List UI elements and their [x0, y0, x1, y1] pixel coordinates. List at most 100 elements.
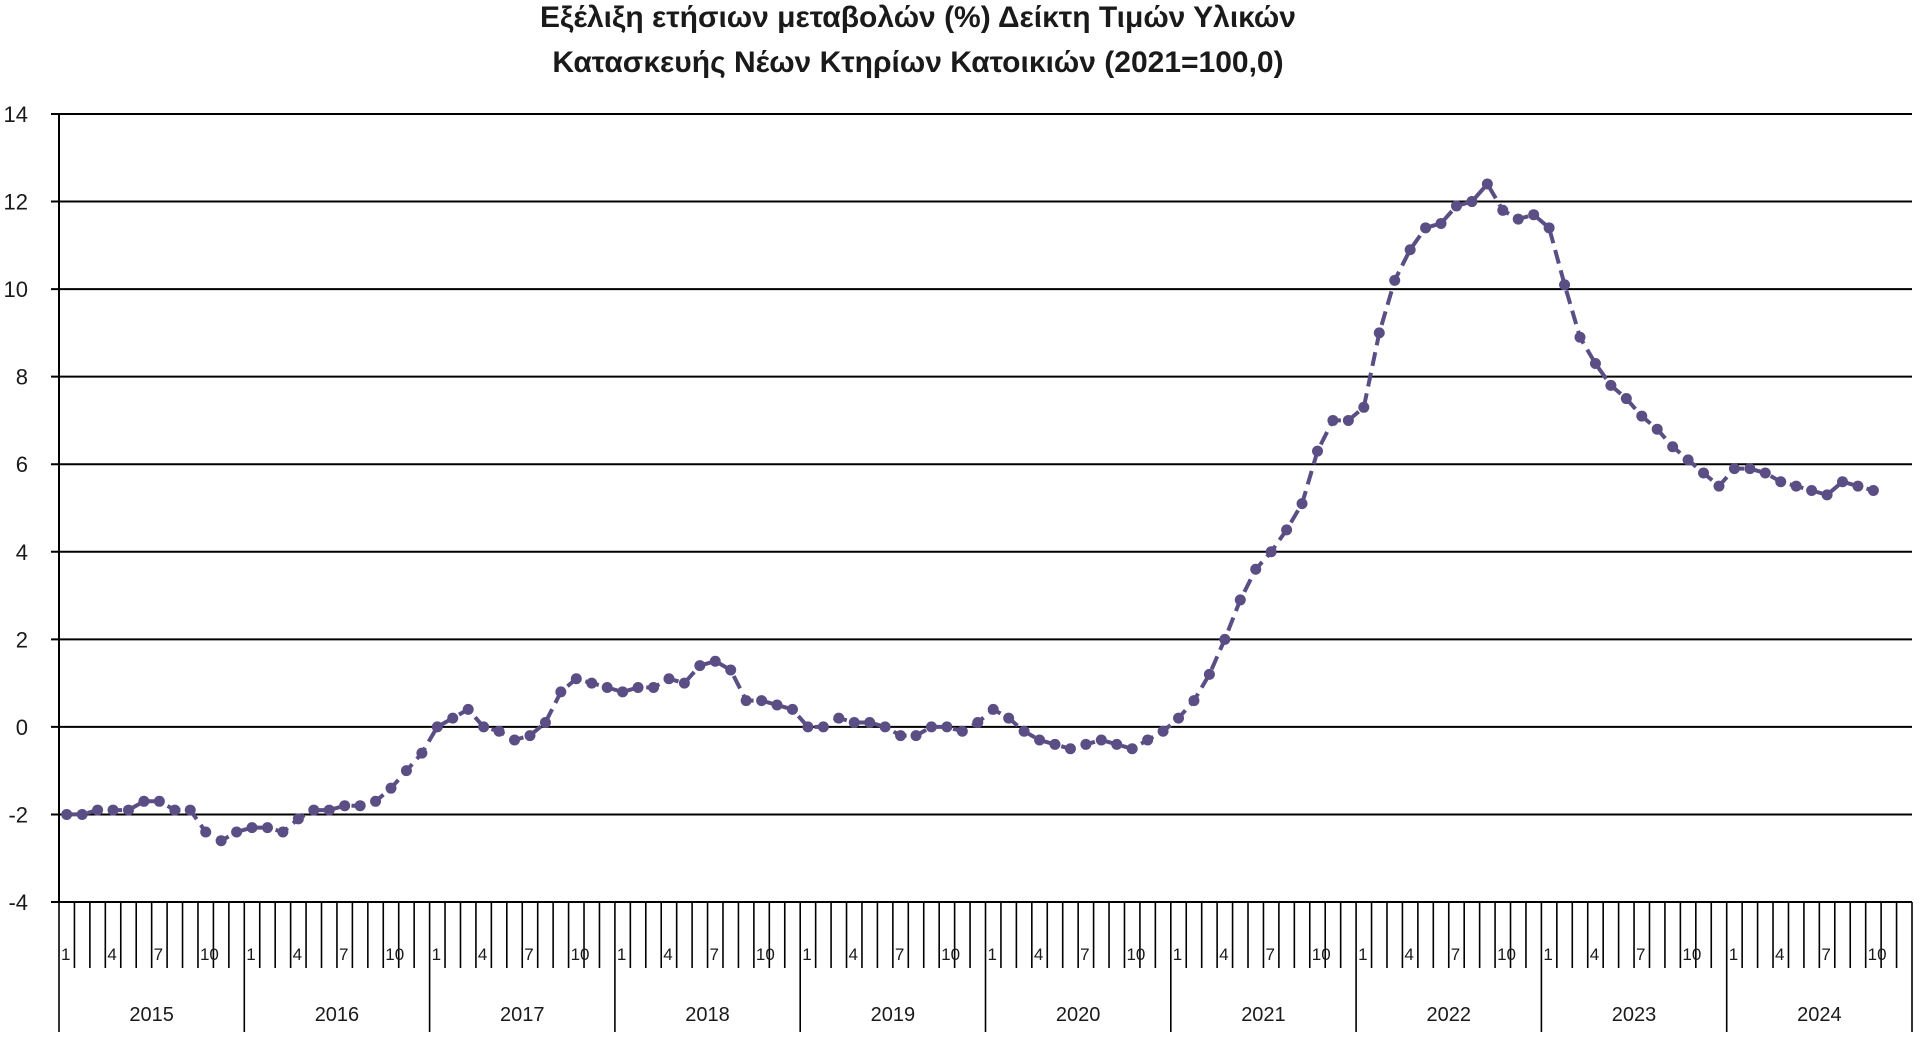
y-tick-label-4: 4 [16, 540, 28, 565]
month-label-2021-10: 10 [1312, 945, 1331, 964]
data-point [1543, 222, 1555, 234]
month-label-2018-4: 4 [663, 945, 672, 964]
data-point [478, 721, 490, 733]
data-point [153, 795, 165, 807]
data-point [1667, 441, 1679, 453]
data-point [1559, 279, 1571, 291]
data-point [1759, 467, 1771, 479]
month-label-2023-1: 1 [1543, 945, 1552, 964]
year-label-2017: 2017 [500, 1004, 545, 1026]
month-label-2024-1: 1 [1729, 945, 1738, 964]
year-label-2022: 2022 [1427, 1004, 1472, 1026]
month-label-2017-4: 4 [478, 945, 487, 964]
month-label-2015-1: 1 [61, 945, 70, 964]
month-label-2020-7: 7 [1080, 945, 1089, 964]
data-point [756, 695, 768, 707]
month-label-2015-4: 4 [107, 945, 116, 964]
data-point [493, 725, 505, 737]
year-label-2019: 2019 [871, 1004, 916, 1026]
data-point [1250, 563, 1262, 575]
data-point [385, 782, 397, 794]
month-label-2016-4: 4 [293, 945, 302, 964]
month-label-2019-7: 7 [895, 945, 904, 964]
data-point [1389, 274, 1401, 286]
data-point [941, 721, 953, 733]
month-label-2021-7: 7 [1265, 945, 1274, 964]
month-label-2022-1: 1 [1358, 945, 1367, 964]
data-point [972, 717, 984, 729]
data-point [1080, 738, 1092, 750]
y-tick-label-10: 10 [4, 277, 28, 302]
data-point [586, 677, 598, 689]
data-point [1636, 410, 1648, 422]
month-label-2018-7: 7 [710, 945, 719, 964]
data-point [231, 826, 243, 838]
data-point [879, 721, 891, 733]
data-point [802, 721, 814, 733]
data-point [1713, 480, 1725, 492]
data-point [1867, 484, 1879, 496]
data-point [678, 677, 690, 689]
data-point [261, 822, 273, 834]
data-point [1450, 200, 1462, 212]
data-point [1296, 498, 1308, 510]
y-tick-label-14: 14 [4, 102, 28, 127]
data-point [1003, 712, 1015, 724]
chart-title-line-2: Κατασκευής Νέων Κτηρίων Κατοικιών (2021=… [552, 46, 1283, 79]
data-point [632, 681, 644, 693]
data-point [370, 795, 382, 807]
data-point [1698, 467, 1710, 479]
data-point [1790, 480, 1802, 492]
month-label-2017-10: 10 [571, 945, 590, 964]
month-label-2024-10: 10 [1868, 945, 1887, 964]
data-point [169, 804, 181, 816]
data-point [725, 664, 737, 676]
month-label-2021-1: 1 [1173, 945, 1182, 964]
data-point [1281, 524, 1293, 536]
y-tick-label-2: 2 [16, 627, 28, 652]
data-point [1265, 546, 1277, 558]
data-point [509, 734, 521, 746]
data-point [1682, 454, 1694, 466]
data-point [1651, 423, 1663, 435]
data-point [1605, 379, 1617, 391]
data-point [1744, 463, 1756, 475]
month-label-2022-10: 10 [1497, 945, 1516, 964]
data-point [61, 808, 73, 820]
gridlines [51, 113, 1912, 903]
data-point [1775, 476, 1787, 488]
data-point [1404, 244, 1416, 256]
data-point [277, 826, 289, 838]
data-point [1620, 393, 1632, 405]
data-point [400, 765, 412, 777]
y-tick-label-12: 12 [4, 190, 28, 215]
data-point [1188, 695, 1200, 707]
data-point [1821, 489, 1833, 501]
data-point [308, 804, 320, 816]
data-point [895, 730, 907, 742]
data-point [1064, 743, 1076, 755]
data-point [76, 808, 88, 820]
month-label-2017-7: 7 [524, 945, 533, 964]
data-point [1157, 725, 1169, 737]
data-point [1728, 463, 1740, 475]
data-point [184, 804, 196, 816]
data-point [771, 699, 783, 711]
year-label-2021: 2021 [1241, 1004, 1286, 1026]
data-point [848, 717, 860, 729]
data-point [910, 730, 922, 742]
month-label-2023-10: 10 [1682, 945, 1701, 964]
data-point [694, 660, 706, 672]
month-label-2022-4: 4 [1404, 945, 1413, 964]
data-point [1234, 594, 1246, 606]
data-point [354, 800, 366, 812]
data-point [1837, 476, 1849, 488]
month-label-2016-10: 10 [385, 945, 404, 964]
month-label-2024-7: 7 [1821, 945, 1830, 964]
year-label-2020: 2020 [1056, 1004, 1101, 1026]
data-point [709, 655, 721, 667]
year-label-2018: 2018 [685, 1004, 730, 1026]
data-point [1574, 331, 1586, 343]
data-point [601, 681, 613, 693]
